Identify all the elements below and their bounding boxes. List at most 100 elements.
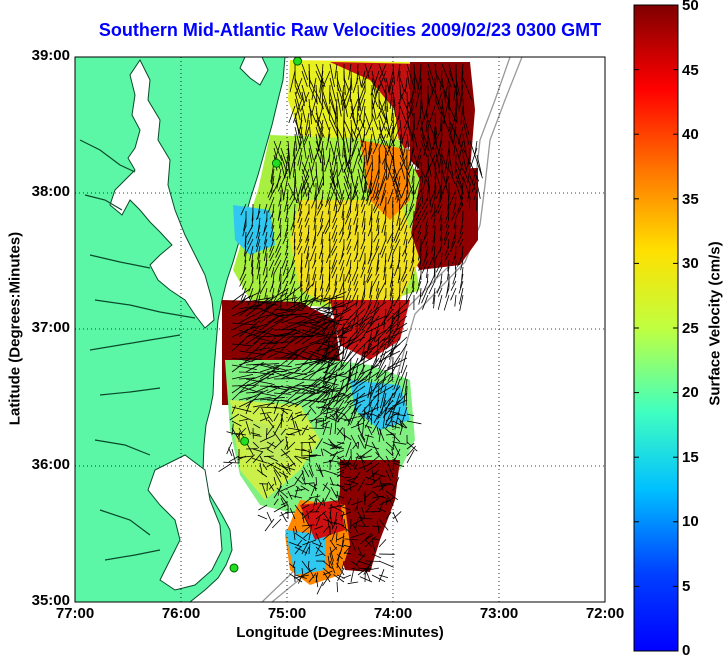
velocity-arrow	[461, 70, 464, 91]
velocity-arrow	[294, 359, 323, 366]
velocity-arrow	[341, 532, 345, 546]
velocity-arrow	[273, 504, 287, 513]
velocity-arrow	[334, 473, 345, 478]
velocity-arrow	[432, 231, 436, 243]
velocity-arrow	[385, 511, 392, 520]
velocity-arrow	[381, 140, 394, 165]
velocity-arrow	[245, 301, 266, 317]
velocity-arrow	[308, 362, 327, 380]
velocity-arrow	[301, 376, 322, 394]
velocity-arrow	[438, 133, 443, 150]
velocity-arrow	[364, 434, 374, 438]
velocity-arrow	[406, 445, 417, 457]
velocity-arrow	[364, 419, 370, 429]
velocity-arrow	[359, 413, 366, 422]
velocity-arrow	[329, 91, 336, 115]
velocity-arrow	[312, 266, 317, 281]
velocity-arrow	[348, 378, 366, 389]
velocity-arrow	[357, 434, 365, 449]
velocity-arrow	[231, 356, 252, 373]
velocity-arrow	[306, 510, 310, 520]
velocity-arrow	[326, 189, 331, 203]
velocity-arrow	[336, 147, 344, 173]
velocity-arrow	[318, 175, 324, 190]
velocity-arrow	[441, 112, 450, 132]
velocity-arrow	[265, 427, 268, 440]
velocity-arrow	[407, 98, 415, 122]
velocity-arrow	[231, 288, 250, 303]
velocity-arrow	[273, 297, 298, 303]
velocity-arrow	[301, 454, 318, 457]
velocity-arrow	[457, 252, 464, 267]
velocity-arrow	[286, 433, 296, 436]
velocity-arrow	[304, 252, 310, 268]
velocity-arrow	[389, 280, 394, 297]
velocity-arrow	[342, 133, 345, 158]
velocity-arrow	[385, 329, 401, 350]
velocity-arrow	[288, 541, 303, 548]
velocity-arrow	[320, 420, 331, 427]
velocity-arrow	[322, 469, 336, 475]
velocity-arrow	[364, 476, 377, 482]
velocity-arrow	[324, 154, 331, 172]
velocity-arrow	[273, 371, 293, 380]
colorbar	[633, 4, 679, 652]
velocity-arrow	[347, 581, 359, 585]
velocity-arrow	[356, 315, 359, 334]
velocity-arrow	[318, 399, 338, 409]
velocity-arrow	[353, 252, 359, 262]
velocity-arrow	[393, 294, 401, 307]
velocity-arrow	[322, 533, 331, 541]
velocity-arrow	[392, 343, 408, 367]
velocity-arrow	[392, 98, 397, 117]
velocity-arrow	[361, 189, 366, 201]
velocity-arrow	[308, 462, 314, 476]
velocity-arrow	[373, 322, 380, 342]
velocity-arrow	[440, 252, 443, 266]
velocity-arrow	[294, 448, 306, 452]
velocity-arrow	[434, 70, 444, 88]
velocity-arrow	[324, 490, 331, 502]
velocity-arrow	[399, 77, 405, 92]
velocity-arrow	[329, 553, 334, 566]
velocity-arrow	[248, 280, 254, 292]
velocity-arrow	[393, 378, 401, 398]
velocity-arrow	[376, 175, 387, 200]
velocity-arrow	[280, 314, 302, 324]
velocity-arrow	[364, 561, 372, 576]
velocity-arrow	[452, 273, 457, 285]
velocity-arrow	[387, 322, 401, 346]
velocity-arrow	[447, 196, 450, 212]
velocity-arrow	[322, 482, 328, 492]
velocity-arrow	[308, 383, 330, 394]
velocity-arrow	[223, 461, 240, 464]
velocity-arrow	[453, 140, 457, 157]
velocity-arrow	[387, 357, 401, 382]
velocity-arrow	[298, 217, 303, 229]
velocity-arrow	[385, 412, 399, 422]
velocity-arrow	[380, 483, 394, 487]
velocity-arrow	[322, 525, 330, 534]
velocity-arrow	[366, 273, 373, 284]
velocity-arrow	[226, 431, 240, 436]
velocity-arrow	[343, 112, 345, 139]
colorbar-tick-label: 50	[682, 0, 699, 14]
velocity-arrow	[271, 168, 275, 185]
velocity-arrow	[305, 196, 310, 206]
velocity-arrow	[355, 455, 366, 458]
velocity-arrow	[287, 303, 307, 317]
velocity-arrow	[413, 175, 422, 195]
velocity-arrow	[320, 231, 324, 245]
velocity-arrow	[350, 126, 358, 141]
velocity-arrow	[340, 350, 345, 367]
velocity-arrow	[322, 217, 331, 234]
velocity-arrow	[319, 140, 324, 163]
velocity-arrow	[299, 126, 303, 146]
velocity-arrow	[315, 63, 326, 87]
velocity-arrow	[364, 175, 369, 201]
velocity-arrow	[406, 441, 418, 452]
velocity-arrow	[336, 543, 345, 548]
velocity-arrow	[350, 406, 359, 424]
velocity-arrow	[308, 434, 316, 444]
velocity-arrow	[387, 154, 394, 180]
